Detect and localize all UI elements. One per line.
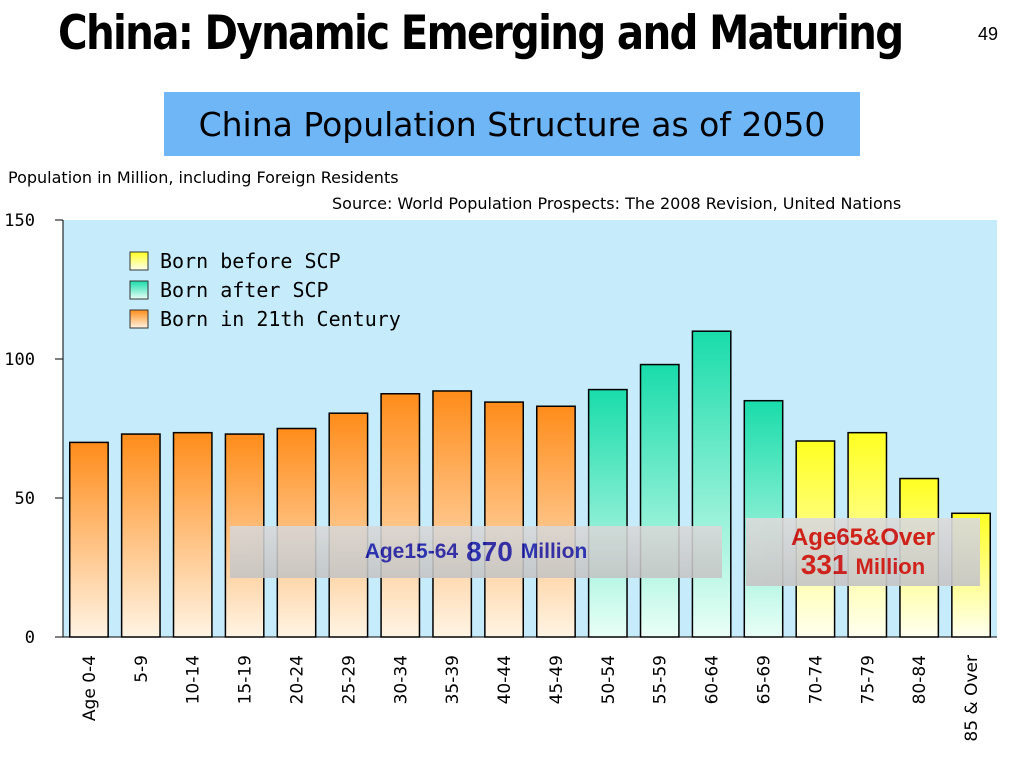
y-tick-label: 0 bbox=[25, 628, 35, 648]
x-tick-label: 45-49 bbox=[547, 655, 567, 704]
legend-label: Born in 21th Century bbox=[160, 307, 401, 331]
x-tick-label: 35-39 bbox=[443, 655, 463, 704]
x-tick-label: 40-44 bbox=[495, 655, 515, 704]
y-tick-label: 100 bbox=[4, 350, 35, 370]
y-tick-label: 150 bbox=[4, 211, 35, 231]
legend-swatch bbox=[129, 251, 149, 271]
x-tick-label: 80-84 bbox=[910, 655, 930, 704]
x-tick-label: 50-54 bbox=[599, 655, 619, 704]
chart-title-banner: China Population Structure as of 2050 bbox=[164, 92, 860, 156]
x-tick-label: 5-9 bbox=[132, 655, 152, 683]
x-tick-label: 15-19 bbox=[236, 655, 256, 704]
x-tick-label: 65-69 bbox=[755, 655, 775, 704]
bar-5-9 bbox=[120, 433, 161, 638]
x-tick-label: 85 & Over bbox=[962, 655, 982, 742]
working-age-value: 870 bbox=[466, 536, 513, 567]
working-age-label: Age15-64 bbox=[364, 540, 459, 563]
elderly-callout: Age65&Over 331 Million bbox=[746, 518, 980, 586]
x-tick-label: 25-29 bbox=[339, 655, 359, 704]
x-tick-label: 75-79 bbox=[858, 655, 878, 704]
bar-40-44 bbox=[484, 401, 525, 638]
slide-title: China: Dynamic Emerging and Maturing bbox=[58, 6, 904, 61]
legend-swatch bbox=[129, 309, 149, 329]
legend-label: Born after SCP bbox=[160, 278, 329, 302]
legend-swatch bbox=[129, 280, 149, 300]
working-age-callout: Age15-64 870 Million bbox=[230, 526, 722, 578]
bar-30-34 bbox=[380, 393, 421, 638]
x-tick-label: 30-34 bbox=[391, 655, 411, 704]
y-tick-label: 50 bbox=[15, 489, 35, 509]
elderly-value: 331 bbox=[800, 548, 848, 580]
bar-age-0-4 bbox=[68, 441, 109, 638]
chart-source: Source: World Population Prospects: The … bbox=[332, 194, 902, 213]
x-tick-label: 20-24 bbox=[288, 655, 308, 704]
x-tick-label: 60-64 bbox=[703, 655, 723, 704]
x-tick-label: Age 0-4 bbox=[80, 655, 100, 721]
x-tick-label: 70-74 bbox=[806, 655, 826, 704]
bar-55-59 bbox=[639, 363, 680, 638]
x-tick-label: 10-14 bbox=[184, 655, 204, 704]
elderly-label: Age65&Over bbox=[790, 523, 936, 551]
bar-25-29 bbox=[328, 412, 369, 638]
bar-35-39 bbox=[432, 390, 473, 638]
x-tick-label: 55-59 bbox=[651, 655, 671, 704]
chart-subtitle: Population in Million, including Foreign… bbox=[8, 168, 399, 187]
bar-10-14 bbox=[172, 431, 213, 638]
page-number: 49 bbox=[978, 24, 999, 44]
working-age-unit: Million bbox=[520, 540, 588, 563]
bar-50-54 bbox=[587, 388, 628, 638]
legend-label: Born before SCP bbox=[160, 249, 341, 273]
bar-45-49 bbox=[535, 405, 576, 638]
elderly-unit: Million bbox=[855, 553, 926, 579]
bar-60-64 bbox=[691, 330, 732, 638]
